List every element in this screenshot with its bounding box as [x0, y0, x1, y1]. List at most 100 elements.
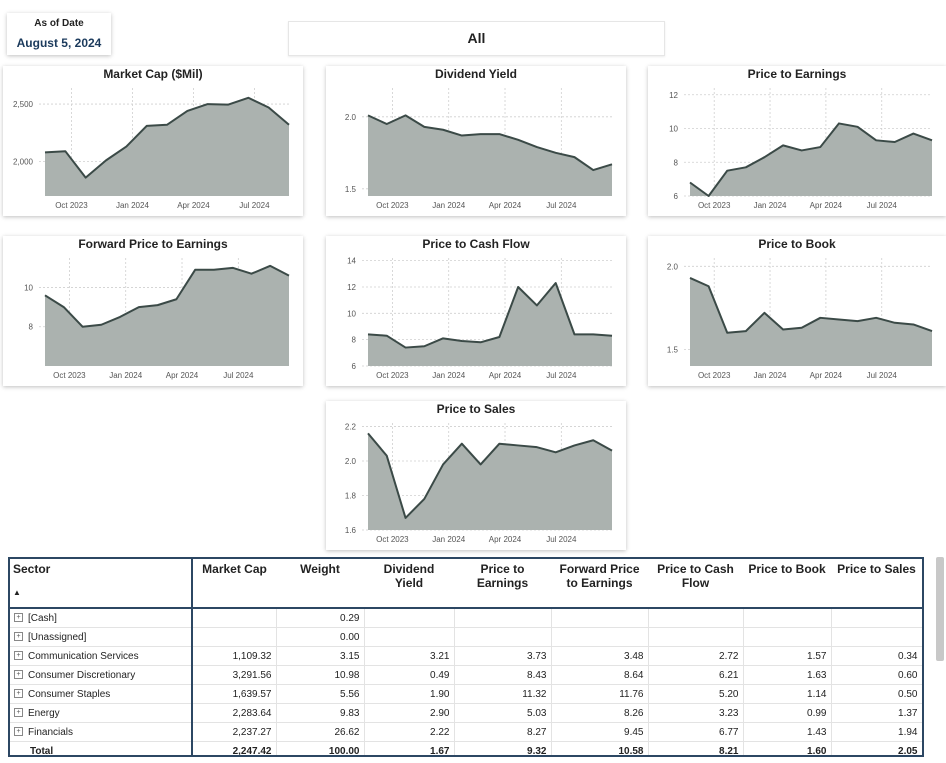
pcf-x-tick-label: Apr 2024 — [489, 371, 522, 380]
pcf-x-tick-label: Jul 2024 — [546, 371, 577, 380]
pe-x-tick-label: Apr 2024 — [810, 201, 843, 210]
ps-y-tick-label: 2.0 — [345, 457, 357, 466]
table-row[interactable]: + Consumer Discretionary 3,291.56 10.98 0.49… — [10, 665, 922, 685]
forward-pe-area — [45, 265, 289, 366]
pe-y-tick-label: 8 — [674, 158, 679, 167]
total-price-to-sales: 2.05 — [831, 741, 922, 755]
dividend-yield-title: Dividend Yield — [435, 67, 517, 81]
column-header-price-to-book[interactable]: Price to Book — [743, 559, 831, 609]
pb-line — [689, 277, 933, 334]
forward-pe-y-tick-label: 10 — [24, 283, 33, 292]
pb-y-tick-label: 2.0 — [667, 262, 679, 271]
column-header-price-to-sales[interactable]: Price to Sales — [831, 559, 922, 609]
ps-y-tick-label: 2.2 — [345, 422, 357, 431]
cell-price-to-sales — [831, 627, 922, 647]
cell-price-to-cash-flow: 2.72 — [648, 646, 744, 666]
pcf-x-tick-label: Oct 2023 — [376, 371, 409, 380]
cell-price-to-earnings: 11.32 — [454, 684, 552, 704]
cell-market-cap — [192, 627, 277, 647]
table-row[interactable]: + [Cash] 0.29 — [10, 608, 922, 628]
sector-name: Communication Services — [28, 650, 139, 662]
dividend-yield-x-tick-label: Jul 2024 — [546, 201, 577, 210]
dividend-yield-svg: Dividend Yield 1.5 2.0 Oct 2023 Jan 2024 Apr … — [345, 67, 613, 210]
column-header-sector[interactable]: Sector ▲ — [10, 559, 193, 609]
sector-name: [Unassigned] — [28, 631, 87, 643]
pb-x-tick-label: Oct 2023 — [698, 371, 731, 380]
pb-svg: Price to Book 1.5 2.0 Oct 2023 Jan 2024 Apr 2… — [667, 237, 933, 380]
expand-row-icon[interactable]: + — [14, 651, 23, 661]
cell-sector: + Consumer Discretionary — [10, 665, 193, 685]
cell-price-to-earnings: 8.43 — [454, 665, 552, 685]
table-total-row: Total 2,247.42 100.00 1.67 9.32 10.58 8.21 1.60… — [10, 741, 922, 755]
market-cap-x-tick-label: Jul 2024 — [239, 201, 270, 210]
column-header-forward-price-to-earnings[interactable]: Forward Price to Earnings — [551, 559, 648, 609]
column-header-price-to-earnings[interactable]: Price to Earnings — [454, 559, 551, 609]
sector-slicer[interactable]: All — [288, 21, 665, 56]
expand-row-icon[interactable]: + — [14, 689, 23, 699]
dividend-yield-x-tick-label: Oct 2023 — [376, 201, 409, 210]
expand-row-icon[interactable]: + — [14, 632, 23, 642]
as-of-date-value: August 5, 2024 — [16, 36, 102, 50]
market-cap-chart: Market Cap ($Mil) 2,000 2,500 Oct 2023 Jan 2… — [3, 66, 303, 216]
cell-price-to-cash-flow: 6.21 — [648, 665, 744, 685]
sector-metrics-table: Sector ▲ Market Cap Weight Dividend Yiel… — [8, 557, 924, 757]
market-cap-x-tick-label: Jan 2024 — [116, 201, 149, 210]
cell-forward-price-to-earnings: 8.26 — [551, 703, 649, 723]
table-row[interactable]: + Energy 2,283.64 9.83 2.90 5.03 8.26 3.23 0.99 1… — [10, 703, 922, 723]
ps-svg: Price to Sales 1.6 1.8 2.0 2.2 Oct 2023 Jan 20… — [345, 402, 613, 544]
cell-price-to-cash-flow: 3.23 — [648, 703, 744, 723]
expand-row-icon[interactable]: + — [14, 613, 23, 623]
dividend-yield-x-tick-label: Jan 2024 — [432, 201, 465, 210]
sector-name: Financials — [28, 726, 74, 738]
total-forward-price-to-earnings: 10.58 — [551, 741, 649, 755]
pe-area — [690, 123, 932, 196]
total-price-to-earnings: 9.32 — [454, 741, 552, 755]
cell-weight: 0.29 — [276, 608, 365, 628]
column-header-weight[interactable]: Weight — [276, 559, 364, 609]
pb-x-tick-label: Apr 2024 — [810, 371, 843, 380]
forward-pe-line — [44, 264, 290, 328]
expand-row-icon[interactable]: + — [14, 708, 23, 718]
table-row[interactable]: + Communication Services 1,109.32 3.15 3.21 3… — [10, 646, 922, 666]
column-header-market-cap[interactable]: Market Cap — [192, 559, 276, 609]
expand-row-icon[interactable]: + — [14, 670, 23, 680]
cell-weight: 26.62 — [276, 722, 365, 742]
cell-dividend-yield: 1.90 — [364, 684, 455, 704]
table-row[interactable]: + [Unassigned] 0.00 — [10, 627, 922, 647]
ps-area — [368, 433, 612, 530]
cell-weight: 9.83 — [276, 703, 365, 723]
column-header-dividend-yield[interactable]: Dividend Yield — [364, 559, 454, 609]
market-cap-x-tick-label: Apr 2024 — [177, 201, 210, 210]
pcf-title: Price to Cash Flow — [422, 237, 530, 251]
cell-price-to-book: 1.43 — [743, 722, 832, 742]
cell-price-to-earnings: 8.27 — [454, 722, 552, 742]
forward-pe-x-tick-label: Jan 2024 — [109, 371, 142, 380]
sector-name: Energy — [28, 707, 60, 719]
cell-dividend-yield: 3.21 — [364, 646, 455, 666]
cell-market-cap: 3,291.56 — [192, 665, 277, 685]
cell-price-to-sales: 0.34 — [831, 646, 922, 666]
pe-svg: Price to Earnings 6 8 10 12 Oct 2023 Jan 2024 A… — [669, 67, 933, 210]
cell-price-to-earnings — [454, 627, 552, 647]
pe-title: Price to Earnings — [748, 67, 847, 81]
forward-pe-title: Forward Price to Earnings — [78, 237, 228, 251]
ps-title: Price to Sales — [437, 402, 516, 416]
column-header-price-to-cash-flow[interactable]: Price to Cash Flow — [648, 559, 743, 609]
pb-area — [690, 277, 932, 366]
table-row[interactable]: + Financials 2,237.27 26.62 2.22 8.27 9.45 6.77… — [10, 722, 922, 742]
cell-sector: + Communication Services — [10, 646, 193, 666]
table-row[interactable]: + Consumer Staples 1,639.57 5.56 1.90 11.32 11… — [10, 684, 922, 704]
pe-x-tick-label: Jan 2024 — [754, 201, 787, 210]
pcf-line — [367, 282, 613, 349]
sector-name: Consumer Staples — [28, 688, 111, 700]
market-cap-y-tick-label: 2,500 — [13, 100, 34, 109]
sort-ascending-icon[interactable]: ▲ — [13, 588, 21, 597]
price-to-earnings-chart: Price to Earnings 6 8 10 12 Oct 2023 Jan 2024 A… — [648, 66, 946, 216]
cell-weight: 10.98 — [276, 665, 365, 685]
table-scrollbar[interactable] — [936, 557, 944, 661]
cell-forward-price-to-earnings: 8.64 — [551, 665, 649, 685]
expand-row-icon[interactable]: + — [14, 727, 23, 737]
pcf-y-tick-label: 10 — [347, 309, 356, 318]
dividend-yield-chart: Dividend Yield 1.5 2.0 Oct 2023 Jan 2024 Apr … — [326, 66, 626, 216]
cell-forward-price-to-earnings: 9.45 — [551, 722, 649, 742]
